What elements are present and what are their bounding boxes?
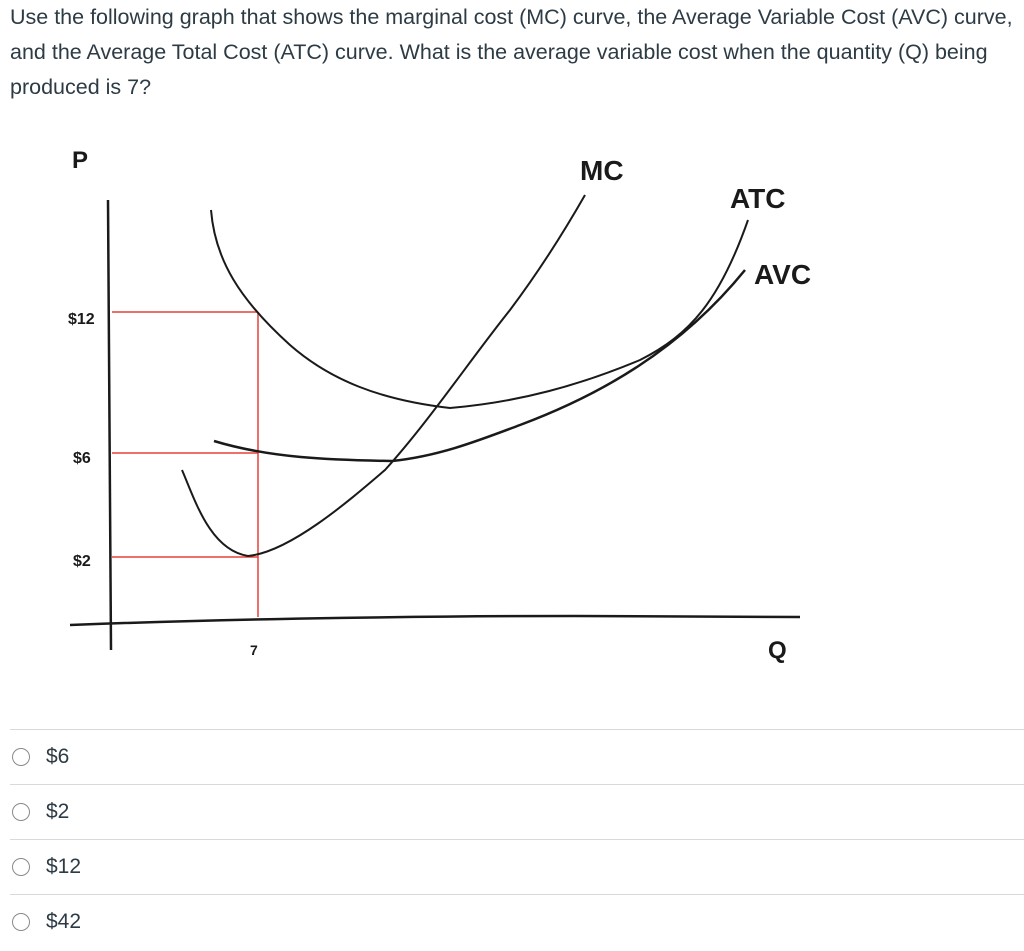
y-tick-label: $6 xyxy=(73,450,91,467)
atc-label: ATC xyxy=(730,183,785,214)
y-tick-label: $2 xyxy=(73,553,91,570)
radio-button[interactable] xyxy=(12,748,30,766)
avc-label: AVC xyxy=(754,259,811,290)
radio-button[interactable] xyxy=(12,913,30,931)
answer-label: $2 xyxy=(46,800,70,823)
x-tick-label: 7 xyxy=(250,642,258,658)
question-text: Use the following graph that shows the m… xyxy=(10,5,1013,99)
x-axis xyxy=(69,614,801,627)
answer-label: $6 xyxy=(46,745,70,768)
avc-curve xyxy=(213,269,746,463)
mc-curve xyxy=(181,194,586,558)
y-axis xyxy=(106,199,113,651)
guide-lines xyxy=(112,311,259,617)
radio-button[interactable] xyxy=(12,858,30,876)
cost-curves-graph: P Q $12 $6 $2 7 MC ATC AVC xyxy=(68,147,811,664)
radio-button[interactable] xyxy=(12,803,30,821)
answer-option[interactable]: $2 xyxy=(10,784,1024,839)
atc-curve xyxy=(210,209,749,410)
answer-label: $12 xyxy=(46,855,82,878)
x-axis-label: Q xyxy=(768,637,787,664)
answer-option[interactable]: $6 xyxy=(10,729,1024,784)
answer-list: $6 $2 $12 $42 xyxy=(10,729,1024,949)
y-tick-label: $12 xyxy=(68,311,95,328)
answer-option[interactable]: $12 xyxy=(10,839,1024,894)
y-axis-label: P xyxy=(72,147,88,174)
mc-label: MC xyxy=(580,155,624,186)
answer-label: $42 xyxy=(46,910,82,933)
answer-option[interactable]: $42 xyxy=(10,894,1024,949)
